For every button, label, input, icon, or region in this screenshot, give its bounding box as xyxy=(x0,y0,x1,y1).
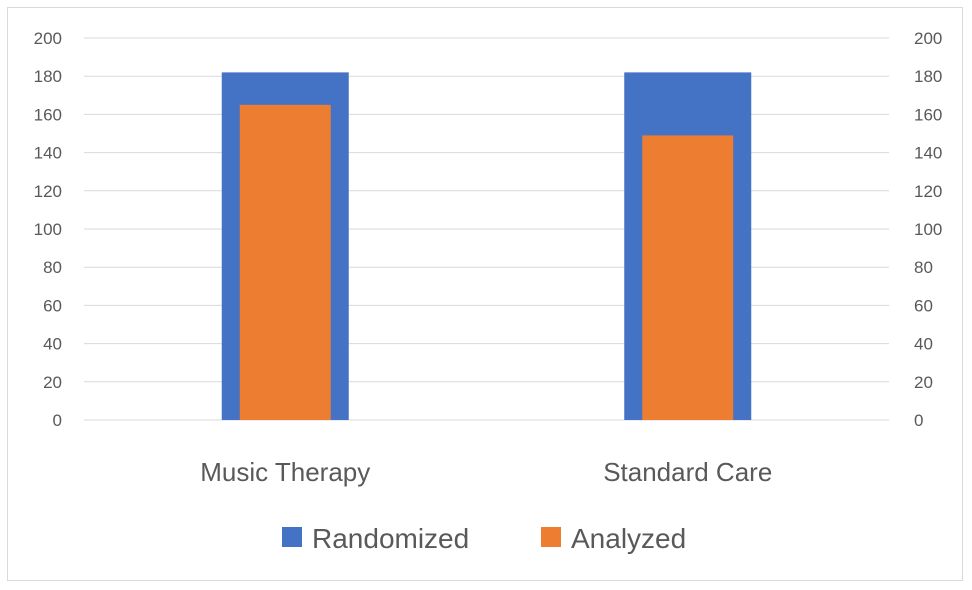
y-axis-left: 0 20 40 60 80 100 120 140 160 180 200 xyxy=(34,29,62,430)
y-tick-label: 180 xyxy=(34,67,62,86)
legend-swatch-randomized xyxy=(282,527,302,547)
y-axis-right: 0 20 40 60 80 100 120 140 160 180 200 xyxy=(914,29,942,430)
bars xyxy=(221,72,752,420)
y2-tick-label: 120 xyxy=(914,182,942,201)
bar-analyzed xyxy=(642,135,734,420)
y-tick-label: 0 xyxy=(53,411,62,430)
y-tick-label: 160 xyxy=(34,105,62,124)
y-tick-label: 140 xyxy=(34,144,62,163)
legend-label-analyzed: Analyzed xyxy=(571,523,686,554)
x-category-label: Standard Care xyxy=(603,457,772,487)
y2-tick-label: 20 xyxy=(914,373,933,392)
y2-tick-label: 160 xyxy=(914,105,942,124)
x-axis: Music Therapy Standard Care xyxy=(200,457,772,487)
y2-tick-label: 180 xyxy=(914,67,942,86)
y2-tick-label: 60 xyxy=(914,296,933,315)
y2-tick-label: 80 xyxy=(914,258,933,277)
y-tick-label: 60 xyxy=(43,296,62,315)
y-tick-label: 20 xyxy=(43,373,62,392)
y-tick-label: 40 xyxy=(43,335,62,354)
y2-tick-label: 100 xyxy=(914,220,942,239)
legend-label-randomized: Randomized xyxy=(312,523,469,554)
y-tick-label: 200 xyxy=(34,29,62,48)
y-tick-label: 100 xyxy=(34,220,62,239)
y-tick-label: 80 xyxy=(43,258,62,277)
chart-frame xyxy=(7,7,963,581)
y2-tick-label: 200 xyxy=(914,29,942,48)
y2-tick-label: 40 xyxy=(914,335,933,354)
bar-analyzed xyxy=(239,104,331,420)
y2-tick-label: 140 xyxy=(914,144,942,163)
gridlines xyxy=(84,37,889,421)
y2-tick-label: 0 xyxy=(914,411,923,430)
y-tick-label: 120 xyxy=(34,182,62,201)
x-category-label: Music Therapy xyxy=(200,457,370,487)
legend: Randomized Analyzed xyxy=(282,523,686,554)
legend-swatch-analyzed xyxy=(541,527,561,547)
